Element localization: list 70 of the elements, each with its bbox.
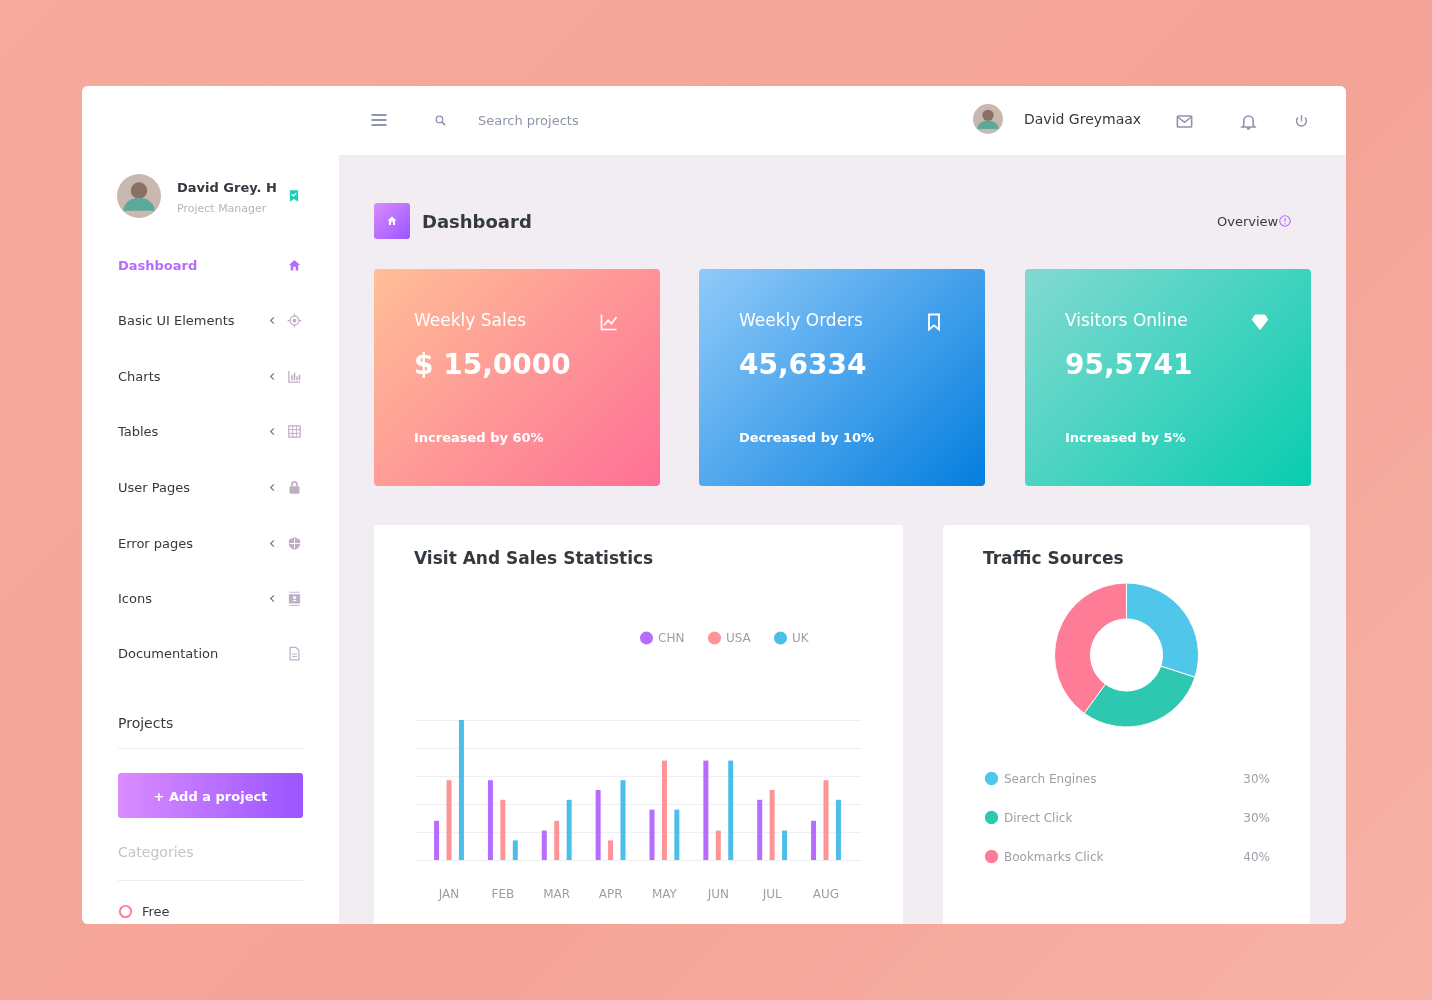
bar (554, 820, 560, 860)
legend-label: CHN (658, 630, 685, 645)
text: Charts (118, 368, 161, 384)
data-label: 40% (1243, 849, 1270, 864)
text: Project Manager (177, 201, 267, 215)
text: 95,5741 (1065, 347, 1193, 381)
bar (757, 799, 763, 860)
x-tick-label: MAY (651, 886, 678, 901)
bar (703, 760, 709, 860)
text: Dashboard (422, 210, 532, 232)
bar (728, 760, 734, 860)
text: Visitors Online (1065, 310, 1188, 330)
bar (500, 799, 506, 860)
legend-label: Search Engines (1004, 771, 1097, 786)
text: David Grey. H (177, 179, 277, 195)
bar (769, 790, 775, 860)
x-tick-label: APR (598, 886, 623, 901)
data-label: 30% (1243, 810, 1270, 825)
text: Projects (118, 715, 174, 731)
text: Increased by 60% (414, 429, 544, 445)
x-tick-label: JUN (706, 886, 729, 901)
legend-label: USA (726, 630, 752, 645)
text: Decreased by 10% (739, 429, 875, 445)
bar (566, 799, 572, 860)
bar (715, 830, 721, 860)
text: Weekly Orders (739, 310, 863, 330)
bar (541, 830, 547, 860)
text: David Greymaax (1024, 111, 1142, 127)
bar (458, 720, 464, 860)
text: Dashboard (118, 257, 198, 273)
bar (823, 780, 829, 860)
bar (620, 780, 626, 860)
text: User Pages (118, 479, 191, 495)
text: Error pages (118, 535, 194, 551)
text: Basic UI Elements (118, 312, 235, 328)
bar (595, 790, 601, 860)
x-tick-label: JAN (437, 886, 460, 901)
text: Icons (118, 590, 152, 606)
x-tick-label: MAR (543, 886, 571, 901)
bar (782, 830, 788, 860)
bar (811, 820, 817, 860)
bar (487, 780, 493, 860)
bar (434, 820, 440, 860)
text: + Add a project (153, 788, 268, 804)
bar (835, 799, 841, 860)
text: Categories (118, 844, 194, 860)
bar (661, 760, 667, 860)
legend-label: Bookmarks Click (1004, 849, 1104, 864)
bar (649, 809, 655, 860)
x-tick-label: JUL (761, 886, 782, 901)
text: Increased by 5% (1065, 429, 1186, 445)
text: Documentation (118, 645, 219, 661)
data-label: 30% (1243, 771, 1270, 786)
text: Tables (118, 423, 159, 439)
legend-label: Direct Click (1004, 810, 1073, 825)
text: Overview (1217, 213, 1279, 229)
legend-label: UK (792, 630, 810, 645)
chart-title: Traffic Sources (983, 548, 1124, 568)
bar (446, 780, 452, 860)
bar (674, 809, 680, 860)
chart-title: Visit And Sales Statistics (414, 548, 654, 568)
x-tick-label: AUG (812, 886, 840, 901)
bar (512, 840, 518, 860)
text: Weekly Sales (414, 310, 527, 330)
x-tick-label: FEB (491, 886, 515, 901)
text: Search projects (478, 112, 579, 128)
bar (608, 840, 614, 860)
text: 45,6334 (739, 347, 867, 381)
text: Free (142, 903, 170, 919)
text: $ 15,0000 (414, 347, 571, 381)
